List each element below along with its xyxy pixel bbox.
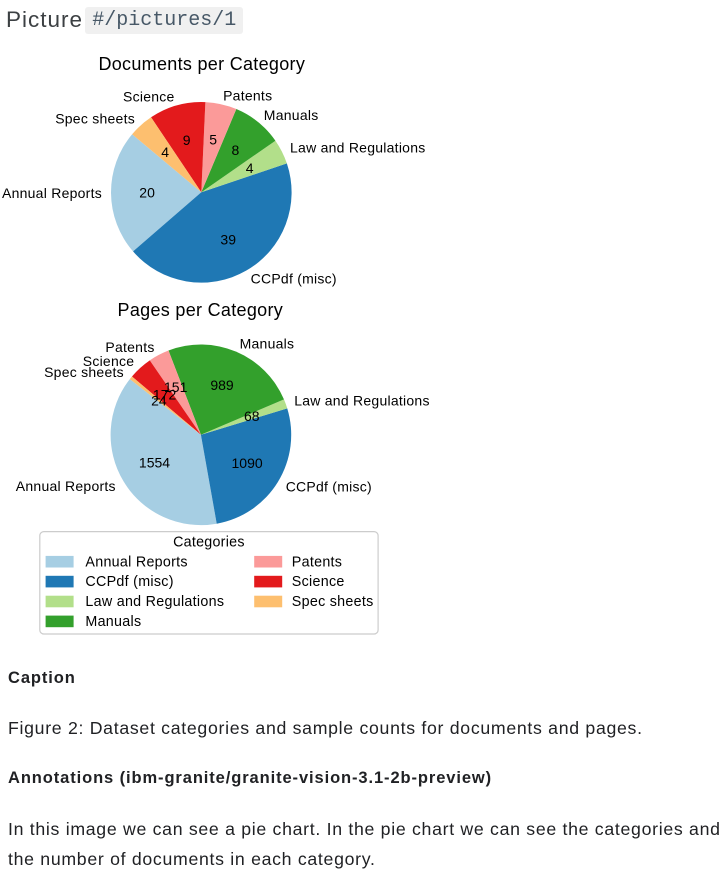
svg-text:Annual Reports: Annual Reports <box>85 554 187 570</box>
svg-text:CCPdf (misc): CCPdf (misc) <box>85 574 173 590</box>
svg-text:20: 20 <box>139 185 155 201</box>
svg-text:172: 172 <box>153 387 177 403</box>
svg-text:Spec sheets: Spec sheets <box>55 110 135 126</box>
svg-text:1090: 1090 <box>232 455 263 471</box>
svg-text:Spec sheets: Spec sheets <box>44 364 124 380</box>
svg-text:Annual Reports: Annual Reports <box>2 185 102 201</box>
svg-text:Manuals: Manuals <box>240 335 295 351</box>
svg-text:9: 9 <box>183 132 191 148</box>
svg-text:Spec sheets: Spec sheets <box>292 594 374 610</box>
svg-text:Patents: Patents <box>292 554 342 570</box>
svg-text:Patents: Patents <box>223 87 272 103</box>
svg-text:Manuals: Manuals <box>85 614 141 630</box>
svg-text:8: 8 <box>232 142 240 158</box>
svg-text:Law and Regulations: Law and Regulations <box>290 140 426 156</box>
svg-text:151: 151 <box>164 379 188 395</box>
svg-text:Categories: Categories <box>173 534 245 550</box>
svg-text:4: 4 <box>161 144 169 160</box>
svg-text:Patents: Patents <box>105 339 154 355</box>
svg-text:39: 39 <box>220 231 236 247</box>
svg-text:24: 24 <box>151 393 167 409</box>
svg-text:Science: Science <box>123 89 175 105</box>
svg-text:Documents per Category: Documents per Category <box>98 54 305 74</box>
svg-text:CCPdf (misc): CCPdf (misc) <box>251 271 337 287</box>
svg-text:Science: Science <box>83 353 135 369</box>
svg-text:989: 989 <box>210 377 234 393</box>
svg-text:Law and Regulations: Law and Regulations <box>294 393 430 409</box>
svg-text:Law and Regulations: Law and Regulations <box>85 594 224 610</box>
svg-text:4: 4 <box>246 160 254 176</box>
svg-text:5: 5 <box>209 131 217 147</box>
svg-text:1554: 1554 <box>139 455 170 471</box>
svg-text:68: 68 <box>244 408 260 424</box>
svg-text:Pages per Category: Pages per Category <box>118 300 284 320</box>
svg-text:Manuals: Manuals <box>264 107 319 123</box>
svg-text:Annual Reports: Annual Reports <box>16 478 116 494</box>
svg-text:Science: Science <box>292 574 345 590</box>
svg-text:CCPdf (misc): CCPdf (misc) <box>286 479 372 495</box>
